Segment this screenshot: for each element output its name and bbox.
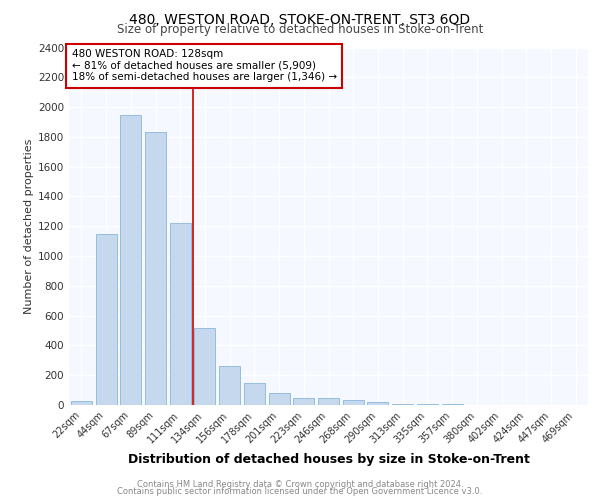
Text: Contains HM Land Registry data © Crown copyright and database right 2024.: Contains HM Land Registry data © Crown c… <box>137 480 463 489</box>
Bar <box>318 398 339 405</box>
Bar <box>120 114 141 405</box>
Bar <box>293 398 314 405</box>
Text: Size of property relative to detached houses in Stoke-on-Trent: Size of property relative to detached ho… <box>117 22 483 36</box>
Bar <box>145 132 166 405</box>
Bar <box>219 366 240 405</box>
Bar <box>244 384 265 405</box>
Bar <box>417 404 438 405</box>
Text: Contains public sector information licensed under the Open Government Licence v3: Contains public sector information licen… <box>118 488 482 496</box>
Bar <box>343 400 364 405</box>
Text: 480 WESTON ROAD: 128sqm
← 81% of detached houses are smaller (5,909)
18% of semi: 480 WESTON ROAD: 128sqm ← 81% of detache… <box>71 50 337 82</box>
Bar <box>95 234 116 405</box>
Bar <box>71 400 92 405</box>
Bar <box>170 224 191 405</box>
Bar <box>269 393 290 405</box>
Y-axis label: Number of detached properties: Number of detached properties <box>24 138 34 314</box>
Bar <box>442 404 463 405</box>
Text: 480, WESTON ROAD, STOKE-ON-TRENT, ST3 6QD: 480, WESTON ROAD, STOKE-ON-TRENT, ST3 6Q… <box>130 12 470 26</box>
Bar <box>194 328 215 405</box>
Bar <box>392 404 413 405</box>
Bar <box>367 402 388 405</box>
X-axis label: Distribution of detached houses by size in Stoke-on-Trent: Distribution of detached houses by size … <box>128 453 529 466</box>
